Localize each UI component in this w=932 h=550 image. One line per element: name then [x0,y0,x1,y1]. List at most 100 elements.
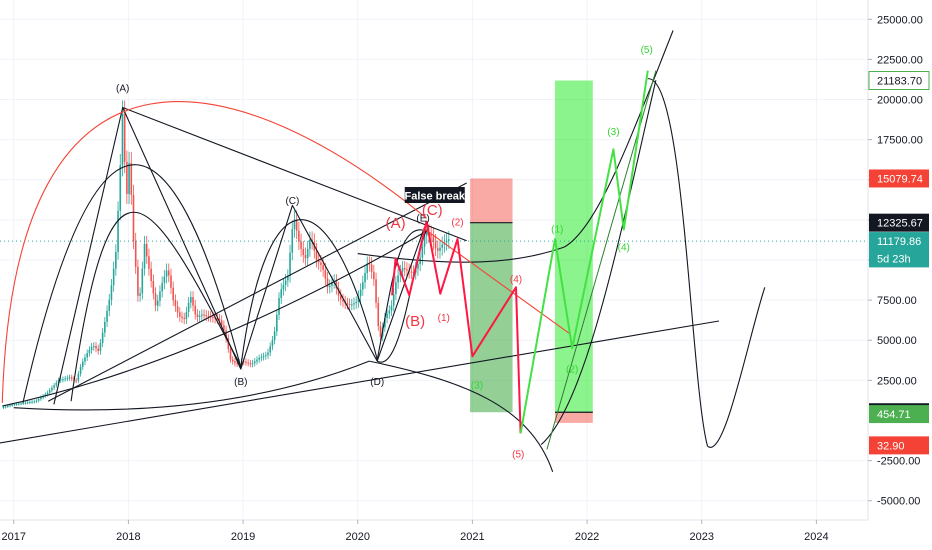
candle-body [104,321,106,333]
candle-body [337,288,340,296]
candle-body [172,287,174,301]
candle-body [256,359,258,362]
candle-body [242,361,245,363]
price-label: 32.90 [877,440,905,452]
candle-body [181,316,183,318]
candle-body [234,361,236,364]
candle-body [306,248,309,259]
candle-body [412,272,415,274]
price-label-box [869,436,929,455]
false-break-label: False break [404,191,465,203]
candle-body [123,113,126,162]
candle-body [309,239,311,249]
candle-body [110,285,113,300]
position-boxes [470,80,593,423]
candle-body [247,362,249,364]
candle-body [84,357,86,362]
forecast-wave-down [647,78,709,447]
price-label: 5d 23h [877,253,911,265]
candle-body [152,280,155,294]
candle-body [225,330,227,339]
x-tick-label: 2017 [2,531,26,543]
candle-body [236,363,238,365]
candle-body [264,355,267,357]
candle-body [59,379,62,381]
candle-body [117,210,119,252]
candle-body [163,276,166,283]
candle-body [362,282,364,290]
wave-label-green: (1) [551,225,563,236]
candle-body [348,303,351,305]
candle-body [126,161,128,194]
candle-body [287,276,289,281]
time-axis[interactable]: 2017 2018 2019 2020 2021 2022 2023 2024 [2,520,829,543]
red-projection-line [422,227,571,335]
price-label-box [869,232,929,251]
price-label-box [868,71,930,91]
candle-body [293,219,296,230]
candle-body [223,325,225,331]
candle-body [212,317,214,319]
candle-body [57,380,60,383]
candle-body [231,359,234,362]
candle-body [106,310,108,322]
drawing-lines [0,30,868,473]
candle-body [260,357,263,359]
swing-curve-a [22,164,242,403]
long-stop-zone [554,412,593,423]
candle-body [31,401,33,403]
candle-body [75,380,77,382]
candle-body [278,298,280,315]
candle-body [159,291,161,301]
candle-body [190,297,192,303]
candle-body [417,263,419,269]
candle-body [62,379,64,381]
candle-body [342,299,344,302]
candle-body [90,346,93,350]
x-tick-label: 2023 [689,531,713,543]
x-tick-label: 2019 [231,531,255,543]
y-tick-label: -2500.00 [877,456,920,468]
swing-curve-c [240,219,378,368]
y-tick-label: 17500.00 [877,135,923,147]
candle-body [284,280,287,285]
candle-body [112,268,115,286]
grid [0,0,868,520]
candle-body [115,251,117,269]
candle-body [339,295,342,300]
upper-trendline [122,107,467,242]
candle-body [373,271,375,280]
candle-body [176,306,179,313]
candle-body [439,247,441,251]
candle-body [227,338,230,350]
x-tick-label: 2024 [804,531,828,543]
candle-body [137,266,139,296]
candle-body [346,303,349,305]
wave-label-red: (1) [438,313,450,324]
candle-body [51,387,53,391]
wave-label-red-large: (C) [422,202,443,219]
candle-body [359,289,362,297]
false-break-callout [404,187,465,204]
candle-body [20,403,22,405]
candle-body [68,377,71,379]
candle-body [421,246,424,258]
x-tick-label: 2022 [575,531,599,543]
candle-body [315,250,318,260]
candle-body [395,282,397,295]
candle-body [322,264,324,270]
candle-body [368,263,371,265]
candle-body [218,318,221,321]
candle-body [40,397,42,400]
candle-body [379,326,382,337]
candle-body [165,270,168,277]
down-curve [369,360,554,473]
candle-body [29,402,31,404]
candle-body [132,194,135,242]
candle-body [97,348,100,351]
y-tick-label: 7500.00 [877,295,917,307]
candle-body [410,271,413,273]
candle-body [251,363,254,365]
candle-body [388,310,391,314]
